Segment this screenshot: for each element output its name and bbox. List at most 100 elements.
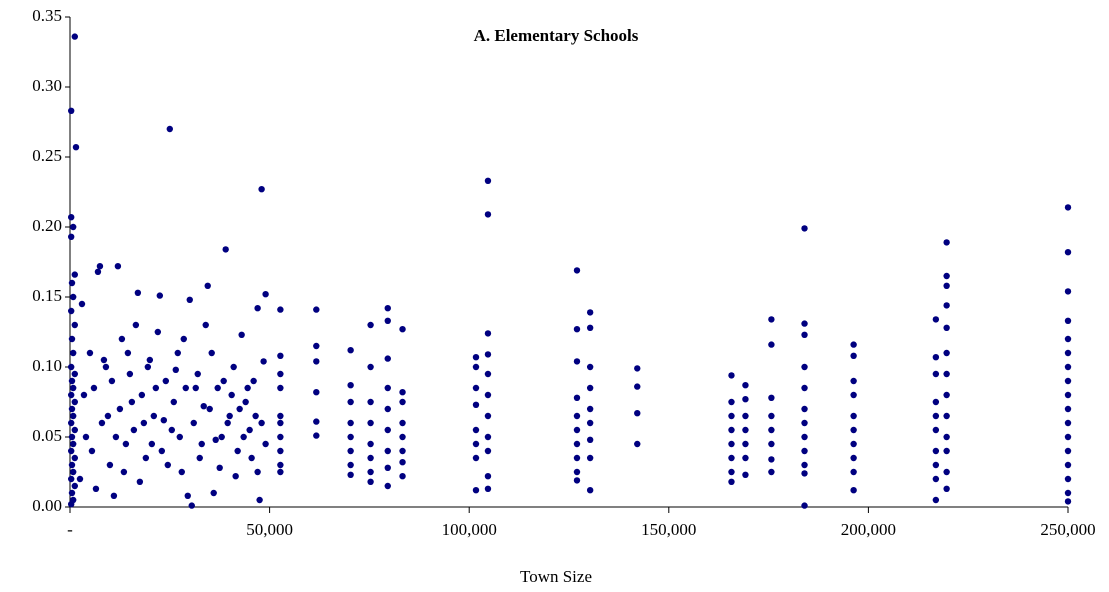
point bbox=[112, 433, 120, 441]
point bbox=[472, 363, 480, 371]
y-tick-label: 0.35 bbox=[32, 6, 62, 25]
point bbox=[144, 363, 152, 371]
point bbox=[634, 410, 641, 417]
point bbox=[1064, 204, 1072, 211]
point bbox=[484, 485, 492, 492]
point bbox=[399, 326, 406, 333]
x-tick-label: - bbox=[67, 520, 73, 539]
point bbox=[801, 419, 808, 427]
point bbox=[69, 349, 77, 357]
y-tick-label: 0.30 bbox=[32, 76, 62, 95]
point bbox=[154, 328, 162, 336]
point bbox=[313, 358, 320, 365]
point bbox=[484, 412, 492, 420]
point bbox=[586, 405, 594, 413]
point bbox=[67, 501, 75, 508]
point bbox=[943, 272, 950, 280]
point bbox=[208, 349, 215, 357]
point bbox=[277, 461, 284, 469]
x-tick-label: 50,000 bbox=[246, 520, 293, 539]
point bbox=[178, 468, 185, 476]
point bbox=[399, 433, 406, 441]
point bbox=[586, 384, 594, 392]
point bbox=[69, 384, 77, 392]
point bbox=[110, 492, 118, 499]
point bbox=[262, 291, 269, 298]
point bbox=[182, 384, 189, 392]
point bbox=[172, 366, 179, 373]
point bbox=[277, 352, 284, 359]
point bbox=[262, 440, 269, 448]
point bbox=[943, 433, 950, 441]
point bbox=[130, 426, 138, 434]
point bbox=[69, 293, 77, 301]
point bbox=[88, 447, 96, 455]
point bbox=[220, 377, 227, 385]
point bbox=[347, 471, 354, 478]
point bbox=[277, 384, 284, 392]
point bbox=[801, 225, 808, 232]
point bbox=[943, 468, 950, 476]
point bbox=[801, 384, 808, 392]
point bbox=[250, 377, 257, 385]
point bbox=[932, 316, 940, 323]
point bbox=[472, 454, 480, 462]
point bbox=[728, 478, 735, 485]
point bbox=[367, 468, 374, 476]
point bbox=[728, 468, 735, 476]
point bbox=[768, 456, 775, 463]
point bbox=[168, 426, 175, 434]
point bbox=[943, 370, 950, 378]
point bbox=[384, 355, 391, 362]
point bbox=[1064, 391, 1072, 399]
point bbox=[188, 502, 195, 509]
point bbox=[932, 354, 940, 361]
point bbox=[932, 475, 940, 483]
y-tick-label: 0.10 bbox=[32, 356, 62, 375]
point bbox=[277, 419, 284, 427]
point bbox=[210, 489, 217, 497]
point bbox=[69, 412, 77, 420]
point bbox=[71, 426, 78, 434]
point bbox=[850, 391, 857, 399]
point bbox=[347, 347, 354, 354]
y-tick-label: 0.20 bbox=[32, 216, 62, 235]
point bbox=[728, 398, 735, 406]
point bbox=[850, 454, 857, 462]
point bbox=[850, 426, 857, 434]
point bbox=[367, 363, 374, 371]
point bbox=[742, 454, 749, 462]
point bbox=[932, 370, 940, 378]
point bbox=[384, 317, 391, 324]
point bbox=[108, 377, 116, 385]
point bbox=[152, 384, 160, 392]
point bbox=[238, 331, 245, 338]
point bbox=[943, 391, 950, 399]
point bbox=[943, 302, 950, 309]
point bbox=[71, 398, 78, 406]
point bbox=[399, 473, 406, 480]
point bbox=[200, 403, 207, 410]
point bbox=[256, 496, 263, 504]
point bbox=[801, 447, 808, 455]
point bbox=[1064, 498, 1072, 505]
point bbox=[573, 267, 581, 274]
point bbox=[158, 447, 166, 455]
point bbox=[114, 263, 122, 270]
point bbox=[69, 223, 77, 231]
point bbox=[69, 468, 77, 476]
point bbox=[248, 454, 255, 462]
point bbox=[484, 447, 492, 455]
point bbox=[943, 485, 950, 492]
point bbox=[399, 459, 406, 466]
point bbox=[1064, 317, 1072, 324]
point bbox=[258, 419, 265, 427]
point bbox=[313, 389, 320, 396]
point bbox=[90, 384, 98, 392]
point bbox=[399, 447, 406, 455]
point bbox=[186, 296, 193, 303]
point bbox=[206, 405, 213, 413]
point bbox=[768, 394, 775, 401]
point bbox=[71, 454, 78, 462]
